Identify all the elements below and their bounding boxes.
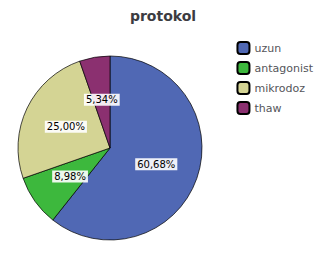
svg-text:antagonist: antagonist <box>254 62 313 75</box>
svg-text:uzun: uzun <box>254 42 281 55</box>
svg-text:thaw: thaw <box>254 102 281 115</box>
svg-text:25,00%: 25,00% <box>47 121 85 132</box>
svg-text:60,68%: 60,68% <box>137 159 175 170</box>
svg-text:protokol: protokol <box>130 8 196 24</box>
svg-text:8,98%: 8,98% <box>54 171 86 182</box>
svg-text:mikrodoz: mikrodoz <box>254 82 305 95</box>
svg-text:5,34%: 5,34% <box>86 94 118 105</box>
